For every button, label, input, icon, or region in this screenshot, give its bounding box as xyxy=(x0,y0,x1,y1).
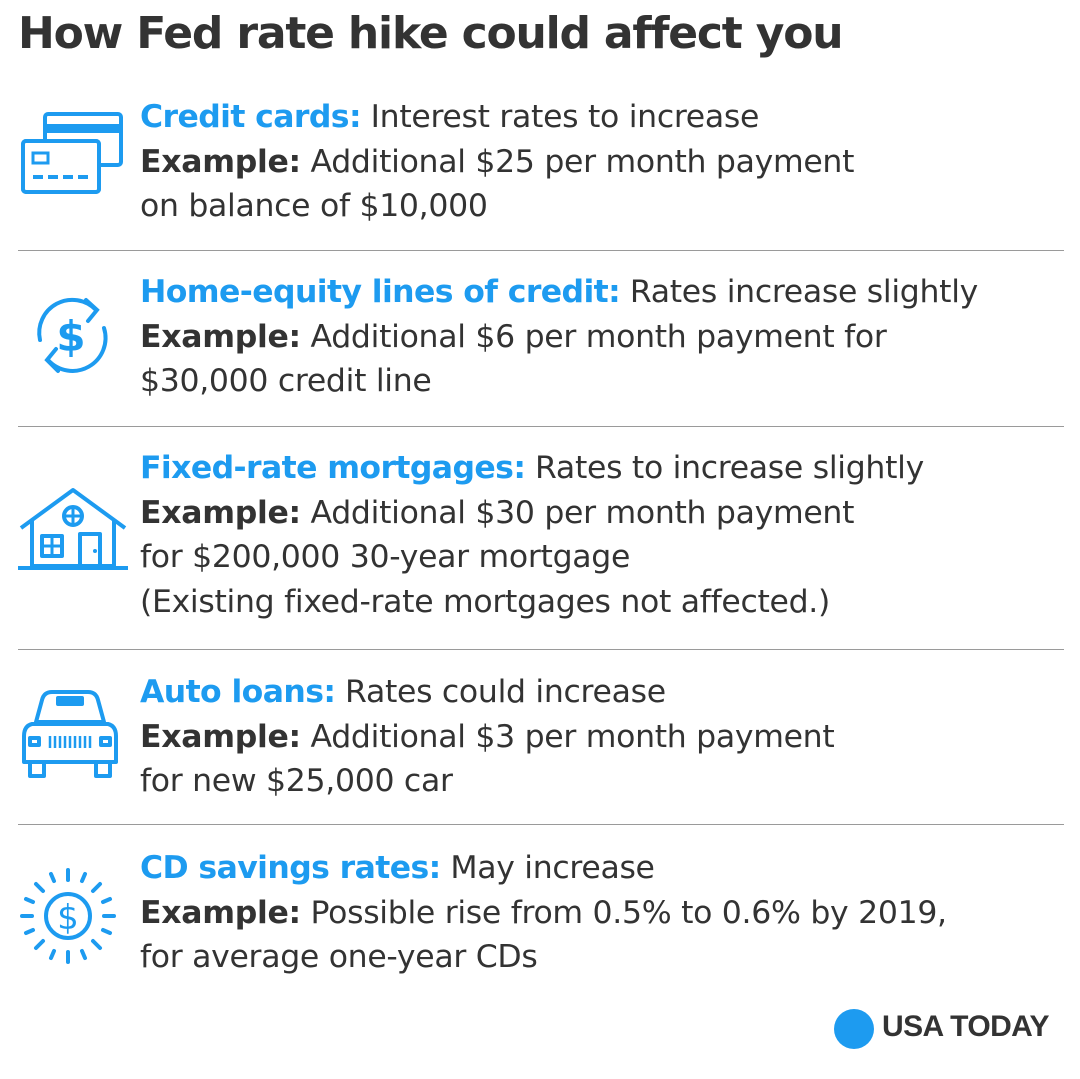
example-text: Additional $3 per month payment xyxy=(300,718,835,755)
svg-text:$: $ xyxy=(57,898,79,938)
item-summary: Interest rates to increase xyxy=(360,99,760,135)
item-example-line: Example: Possible rise from 0.5% to 0.6%… xyxy=(140,891,947,936)
divider xyxy=(18,250,1064,251)
item-example-line: Example: Additional $25 per month paymen… xyxy=(140,140,854,185)
dollar-exchange-icon: $ xyxy=(18,288,124,380)
usa-today-logo-dot xyxy=(834,1009,874,1049)
divider xyxy=(18,824,1064,825)
example-label: Example: xyxy=(140,143,301,180)
example-label: Example: xyxy=(140,894,301,931)
item-heading-line: CD savings rates: May increase xyxy=(140,846,947,891)
item-heading-line: Auto loans: Rates could increase xyxy=(140,670,834,715)
item-example-line: Example: Additional $30 per month paymen… xyxy=(140,491,924,536)
example-continuation: for $200,000 30-year mortgage xyxy=(140,539,631,575)
item-text: Auto loans: Rates could increase Example… xyxy=(140,670,835,804)
example-note: (Existing fixed-rate mortgages not affec… xyxy=(140,583,830,620)
divider xyxy=(18,649,1064,650)
example-continuation: for new $25,000 car xyxy=(140,763,453,799)
item-text: Credit cards: Interest rates to increase… xyxy=(140,95,854,229)
item-heading-line: Home-equity lines of credit: Rates incre… xyxy=(140,270,978,315)
example-label: Example: xyxy=(140,318,301,355)
example-text: Additional $30 per month payment xyxy=(300,494,855,531)
item-heading-line: Credit cards: Interest rates to increase xyxy=(140,95,854,140)
item-summary: May increase xyxy=(440,850,655,886)
example-label: Example: xyxy=(140,494,301,531)
item-auto-loans: Auto loans: Rates could increase Example… xyxy=(0,670,1080,810)
credit-card-icon xyxy=(18,111,124,195)
divider xyxy=(18,426,1064,427)
item-summary: Rates increase slightly xyxy=(620,274,979,310)
item-heading-line: Fixed-rate mortgages: Rates to increase … xyxy=(140,446,924,491)
example-text: Additional $25 per month payment xyxy=(300,143,855,180)
item-text: Fixed-rate mortgages: Rates to increase … xyxy=(140,446,924,624)
svg-text:$: $ xyxy=(56,312,85,361)
item-heading: Auto loans: xyxy=(140,674,336,710)
example-label: Example: xyxy=(140,718,301,755)
item-home-equity: $ Home-equity lines of credit: Rates inc… xyxy=(0,270,1080,410)
item-heading: Home-equity lines of credit: xyxy=(140,274,621,310)
example-continuation: for average one-year CDs xyxy=(140,939,538,975)
usa-today-logo-text: USA TODAY xyxy=(882,1010,1049,1043)
item-summary: Rates could increase xyxy=(335,674,666,710)
item-example-line: Example: Additional $3 per month payment xyxy=(140,715,835,760)
page-title: How Fed rate hike could affect you xyxy=(18,8,844,59)
item-heading: CD savings rates: xyxy=(140,850,441,886)
item-heading: Credit cards: xyxy=(140,99,362,135)
car-icon xyxy=(18,688,122,782)
example-continuation: on balance of $10,000 xyxy=(140,188,488,224)
example-text: Possible rise from 0.5% to 0.6% by 2019, xyxy=(300,894,948,931)
item-summary: Rates to increase slightly xyxy=(525,450,924,486)
item-cd-savings: $ CD savings rates: May inc xyxy=(0,846,1080,986)
item-text: Home-equity lines of credit: Rates incre… xyxy=(140,270,978,404)
example-text: Additional $6 per month payment for xyxy=(300,318,887,355)
item-heading: Fixed-rate mortgages: xyxy=(140,450,526,486)
example-continuation: $30,000 credit line xyxy=(140,363,432,399)
item-fixed-rate-mortgages: Fixed-rate mortgages: Rates to increase … xyxy=(0,446,1080,626)
dollar-sun-icon: $ xyxy=(18,866,118,966)
item-credit-cards: Credit cards: Interest rates to increase… xyxy=(0,95,1080,235)
item-text: CD savings rates: May increase Example: … xyxy=(140,846,947,980)
house-icon xyxy=(18,486,128,572)
item-example-line: Example: Additional $6 per month payment… xyxy=(140,315,978,360)
